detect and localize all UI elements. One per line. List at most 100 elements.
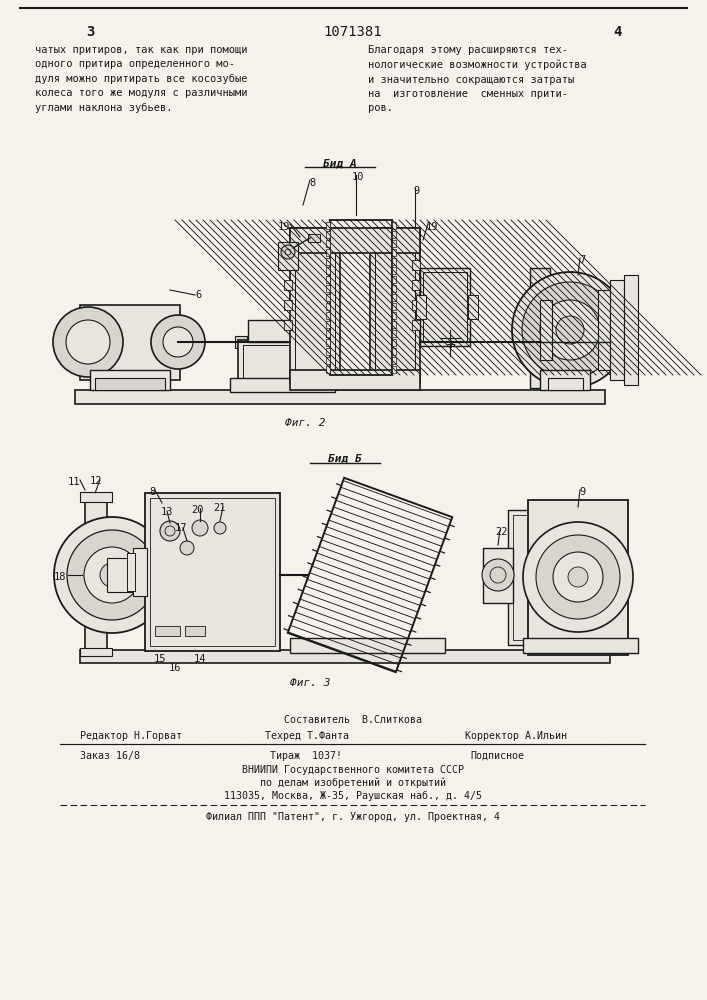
Circle shape [540,300,600,360]
Bar [278,242,298,270]
Bar [392,258,396,265]
Text: 17: 17 [175,523,187,533]
Bar [107,558,162,592]
Text: 16: 16 [169,663,181,673]
Text: 8: 8 [309,178,315,188]
Bar [392,339,396,346]
Bar [290,228,420,253]
Bar [326,294,330,301]
Circle shape [67,530,157,620]
Circle shape [512,272,628,388]
Bar [392,294,396,301]
Bar [392,348,396,355]
Bar [155,626,180,636]
Bar [392,330,396,337]
Bar [185,626,205,636]
Circle shape [536,535,620,619]
Text: +: + [445,338,456,351]
Bar [90,370,170,390]
Bar [326,240,330,247]
Text: 18: 18 [54,572,66,582]
Bar [326,258,330,265]
Bar [238,340,328,390]
Text: Корректор А.Ильин: Корректор А.Ильин [465,731,567,741]
Circle shape [160,521,180,541]
Text: 20: 20 [191,505,203,515]
Bar [326,330,330,337]
Bar [392,276,396,283]
Text: 21: 21 [214,503,226,513]
Bar [326,303,330,310]
Bar [508,510,533,645]
Bar [284,300,292,310]
Text: чатых притиров, так как при помощи
одного притира определенного мо-
дуля можно п: чатых притиров, так как при помощи одног… [35,45,247,113]
Text: 4: 4 [613,25,621,39]
Bar [326,366,330,373]
Text: Фиг. 3: Фиг. 3 [290,678,330,688]
Bar [598,290,610,370]
Bar [145,493,280,651]
Bar [80,648,112,656]
Bar [284,320,292,330]
Bar [326,321,330,328]
Text: Составитель  В.Слиткова: Составитель В.Слиткова [284,715,422,725]
Text: 8: 8 [150,487,156,497]
Bar [80,650,610,663]
Text: Филиал ППП "Патент", г. Ужгород, ул. Проектная, 4: Филиал ППП "Патент", г. Ужгород, ул. Про… [206,812,500,822]
Bar [80,305,180,380]
Circle shape [281,245,295,259]
Bar [326,285,330,292]
Bar [412,260,420,270]
Text: 22: 22 [496,527,508,537]
Bar [530,268,550,388]
Circle shape [523,522,633,632]
Bar [548,378,583,390]
Bar [326,222,330,229]
Text: 6: 6 [195,290,201,300]
Text: 19: 19 [278,222,291,232]
Bar [392,366,396,373]
Circle shape [522,282,618,378]
Bar [243,345,323,387]
Bar [392,285,396,292]
Bar [330,220,392,375]
Circle shape [100,563,124,587]
Circle shape [180,541,194,555]
Bar [412,280,420,290]
Bar [326,267,330,274]
Text: по делам изобретений и открытий: по делам изобретений и открытий [260,778,446,788]
Bar [412,320,420,330]
Circle shape [568,567,588,587]
Circle shape [192,520,208,536]
Bar [326,357,330,364]
Circle shape [84,547,140,603]
Bar [133,548,147,596]
Bar [392,357,396,364]
Bar [295,235,335,375]
Bar [528,500,628,655]
Circle shape [66,320,110,364]
Text: 1071381: 1071381 [324,25,382,39]
Bar [370,228,420,383]
Text: 12: 12 [90,476,103,486]
Bar [82,530,110,538]
Bar [230,378,335,392]
Text: 19: 19 [426,222,438,232]
Text: 9: 9 [414,186,420,196]
Bar [392,267,396,274]
Bar [127,553,135,591]
Text: Редактор Н.Горват: Редактор Н.Горват [80,731,182,741]
Circle shape [214,522,226,534]
Bar [308,234,320,242]
Bar [290,370,420,390]
Circle shape [151,315,205,369]
Text: 13: 13 [160,507,173,517]
Bar [392,222,396,229]
Bar [468,295,478,319]
Text: Фиг. 2: Фиг. 2 [285,418,325,428]
Text: Бид A: Бид A [323,158,357,168]
Bar [326,231,330,238]
Bar [392,321,396,328]
Bar [610,280,624,380]
Bar [523,638,638,653]
